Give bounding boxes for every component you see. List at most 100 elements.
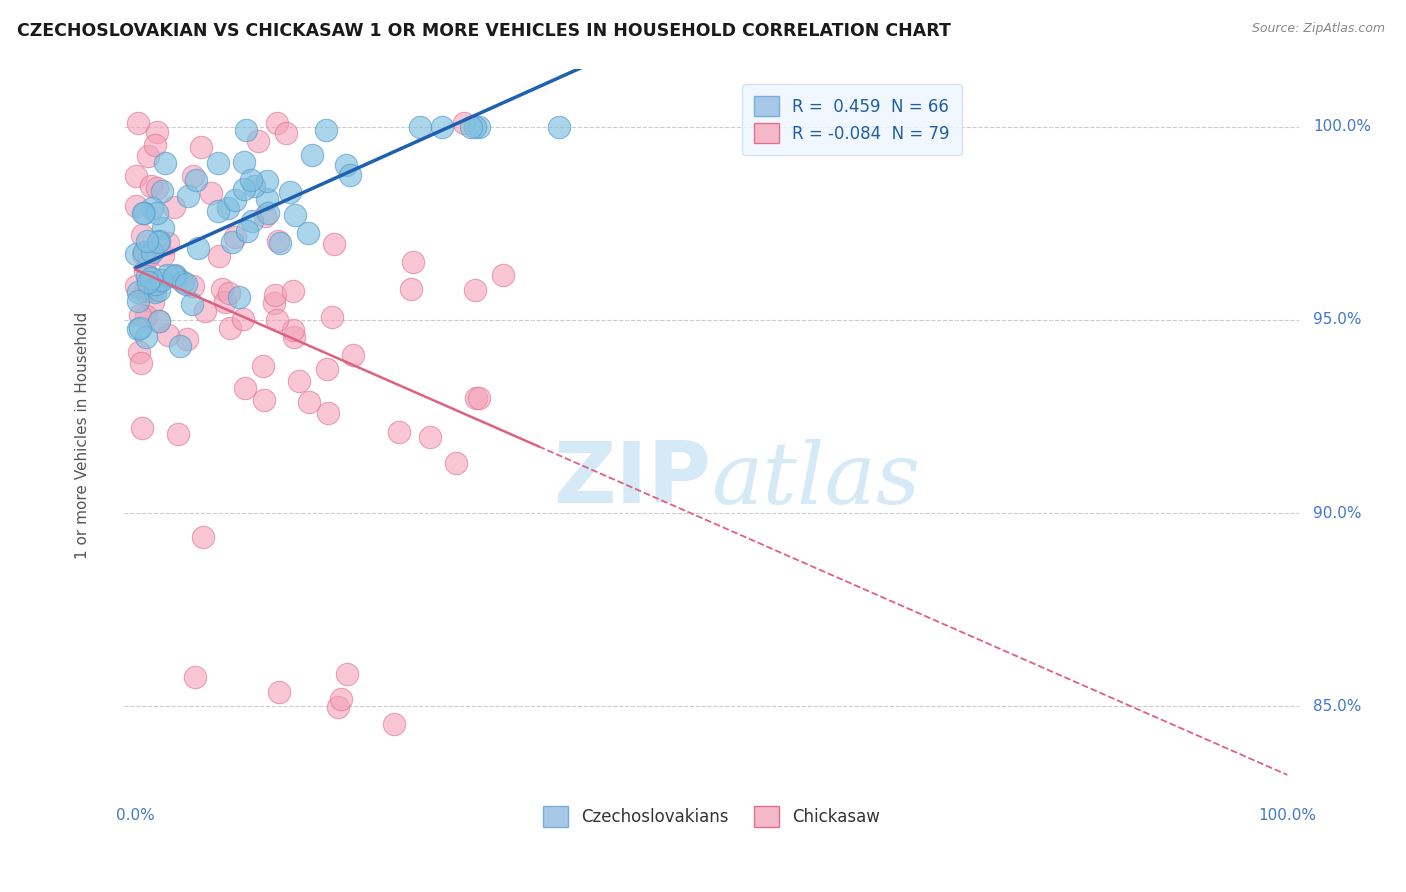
Point: [180, 296, 202, 310]
Text: 95.0%: 95.0%: [1313, 312, 1361, 327]
Point: [145, 125, 167, 139]
Point: [146, 206, 169, 220]
Point: [125, 199, 148, 213]
Point: [246, 134, 269, 148]
Point: [163, 200, 186, 214]
Point: [326, 700, 349, 714]
Point: [284, 208, 307, 222]
Point: [315, 123, 337, 137]
Point: [135, 309, 157, 323]
Text: atlas: atlas: [711, 439, 921, 521]
Point: [267, 234, 290, 248]
Point: [252, 393, 274, 408]
Point: [193, 530, 215, 544]
Point: [167, 426, 190, 441]
Point: [233, 381, 256, 395]
Point: [139, 178, 162, 193]
Point: [136, 149, 159, 163]
Point: [339, 168, 361, 182]
Point: [200, 186, 222, 200]
Text: 85.0%: 85.0%: [1313, 698, 1361, 714]
Point: [127, 321, 149, 335]
Point: [132, 205, 155, 219]
Point: [465, 391, 488, 405]
Point: [150, 184, 173, 198]
Point: [342, 347, 364, 361]
Point: [153, 156, 176, 170]
Legend: Czechoslovakians, Chickasaw: Czechoslovakians, Chickasaw: [534, 798, 889, 835]
Point: [145, 277, 167, 292]
Point: [125, 279, 148, 293]
Point: [224, 194, 246, 208]
Text: Source: ZipAtlas.com: Source: ZipAtlas.com: [1251, 22, 1385, 36]
Point: [129, 321, 152, 335]
Point: [127, 115, 149, 129]
Point: [267, 685, 290, 699]
Point: [256, 192, 278, 206]
Point: [162, 268, 184, 283]
Point: [135, 330, 157, 344]
Point: [315, 361, 337, 376]
Point: [156, 268, 179, 283]
Point: [163, 268, 186, 282]
Point: [491, 268, 513, 282]
Point: [138, 276, 160, 290]
Point: [156, 328, 179, 343]
Point: [256, 205, 278, 219]
Point: [176, 332, 198, 346]
Point: [131, 421, 153, 435]
Point: [127, 293, 149, 308]
Text: 100.0%: 100.0%: [1313, 119, 1371, 134]
Point: [136, 268, 159, 283]
Point: [460, 120, 482, 134]
Point: [156, 236, 179, 251]
Point: [335, 157, 357, 171]
Point: [125, 247, 148, 261]
Point: [134, 245, 156, 260]
Point: [219, 321, 242, 335]
Point: [419, 430, 441, 444]
Point: [278, 185, 301, 199]
Point: [430, 120, 453, 134]
Point: [184, 172, 207, 186]
Point: [444, 456, 467, 470]
Point: [190, 140, 212, 154]
Point: [323, 237, 346, 252]
Point: [214, 294, 236, 309]
Point: [145, 285, 167, 299]
Point: [276, 126, 298, 140]
Point: [464, 120, 486, 134]
Point: [194, 304, 217, 318]
Point: [281, 285, 304, 299]
Point: [146, 180, 169, 194]
Point: [547, 120, 569, 134]
Point: [235, 123, 257, 137]
Point: [148, 283, 170, 297]
Point: [152, 221, 174, 235]
Point: [263, 296, 285, 310]
Point: [134, 285, 156, 299]
Point: [468, 391, 491, 405]
Point: [236, 224, 259, 238]
Point: [132, 206, 155, 220]
Point: [321, 310, 343, 325]
Point: [266, 313, 288, 327]
Point: [142, 295, 165, 310]
Point: [128, 344, 150, 359]
Point: [141, 271, 163, 285]
Point: [127, 285, 149, 299]
Point: [150, 273, 173, 287]
Point: [217, 201, 239, 215]
Point: [184, 670, 207, 684]
Point: [409, 120, 432, 134]
Point: [177, 189, 200, 203]
Point: [141, 201, 163, 215]
Point: [207, 156, 229, 170]
Point: [233, 155, 256, 169]
Point: [264, 288, 287, 302]
Point: [146, 235, 169, 249]
Point: [254, 210, 277, 224]
Point: [141, 245, 163, 260]
Point: [183, 169, 205, 184]
Point: [148, 314, 170, 328]
